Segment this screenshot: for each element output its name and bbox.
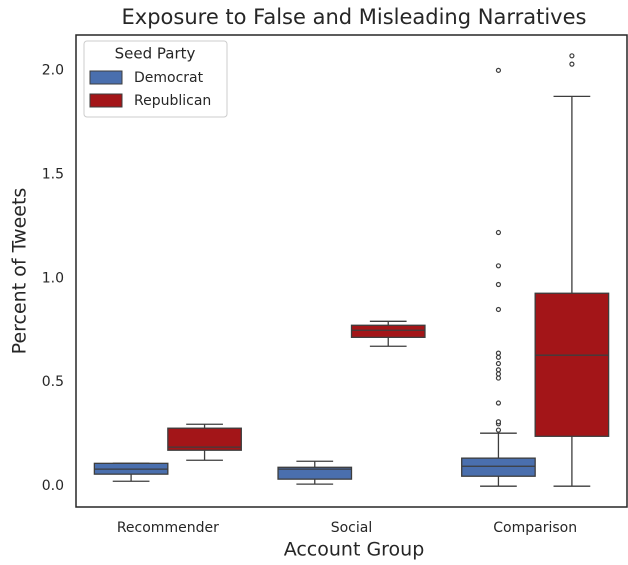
outlier <box>495 419 502 425</box>
outlier <box>495 263 502 269</box>
chart-title: Exposure to False and Misleading Narrati… <box>122 5 587 29</box>
x-tick-label: Comparison <box>493 520 577 536</box>
outlier <box>495 306 502 313</box>
legend-label: Republican <box>134 93 211 109</box>
x-tick-label: Social <box>331 520 373 536</box>
x-tick-label: Recommender <box>117 520 219 536</box>
y-axis-label: Percent of Tweets <box>9 188 31 355</box>
legend-title: Seed Party <box>115 45 196 63</box>
box <box>167 427 242 451</box>
outlier <box>495 354 502 360</box>
legend-swatch <box>89 70 123 85</box>
plot-frame <box>75 34 628 508</box>
outlier <box>495 375 502 381</box>
box <box>277 466 353 480</box>
legend-label: Democrat <box>134 70 204 86</box>
outlier <box>495 229 502 236</box>
y-tick-label: 1.5 <box>42 166 64 182</box>
y-tick-label: 0.5 <box>42 374 64 390</box>
outlier <box>495 371 502 377</box>
outlier <box>569 53 575 59</box>
y-tick-label: 1.0 <box>42 270 64 286</box>
outlier <box>495 281 502 288</box>
y-tick-label: 2.0 <box>42 62 64 78</box>
box <box>350 324 426 338</box>
outlier <box>495 67 502 73</box>
outlier <box>569 61 575 67</box>
box <box>461 457 536 477</box>
x-axis-label: Account Group <box>284 539 425 561</box>
outlier <box>495 400 502 406</box>
box <box>534 292 610 437</box>
outlier <box>495 350 502 356</box>
y-tick-label: 0.0 <box>42 478 64 494</box>
outlier <box>495 367 502 373</box>
outlier <box>495 360 502 367</box>
outlier <box>495 427 502 433</box>
legend-swatch <box>89 93 123 108</box>
